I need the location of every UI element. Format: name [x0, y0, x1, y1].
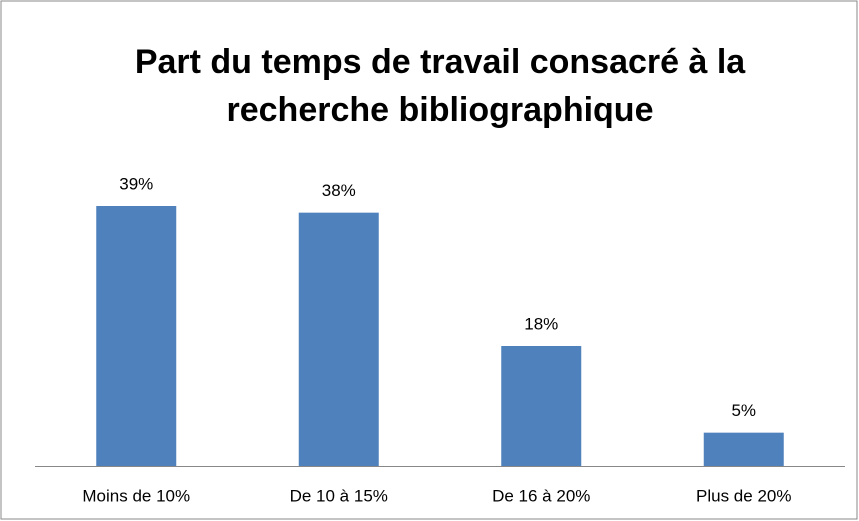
x-tick-label: De 16 à 20% — [492, 486, 590, 505]
data-label: 5% — [731, 401, 756, 420]
data-label: 39% — [119, 174, 153, 193]
x-tick-label: Moins de 10% — [82, 486, 190, 505]
data-label: 38% — [322, 181, 356, 200]
chart-title: recherche bibliographique — [227, 91, 654, 129]
bar — [298, 212, 379, 466]
data-label: 18% — [524, 314, 558, 333]
x-tick-label: Plus de 20% — [696, 486, 791, 505]
bar — [703, 432, 784, 466]
bar — [96, 206, 177, 466]
bar — [501, 346, 582, 466]
chart-title: Part du temps de travail consacré à la — [135, 43, 746, 81]
x-tick-label: De 10 à 15% — [290, 486, 388, 505]
